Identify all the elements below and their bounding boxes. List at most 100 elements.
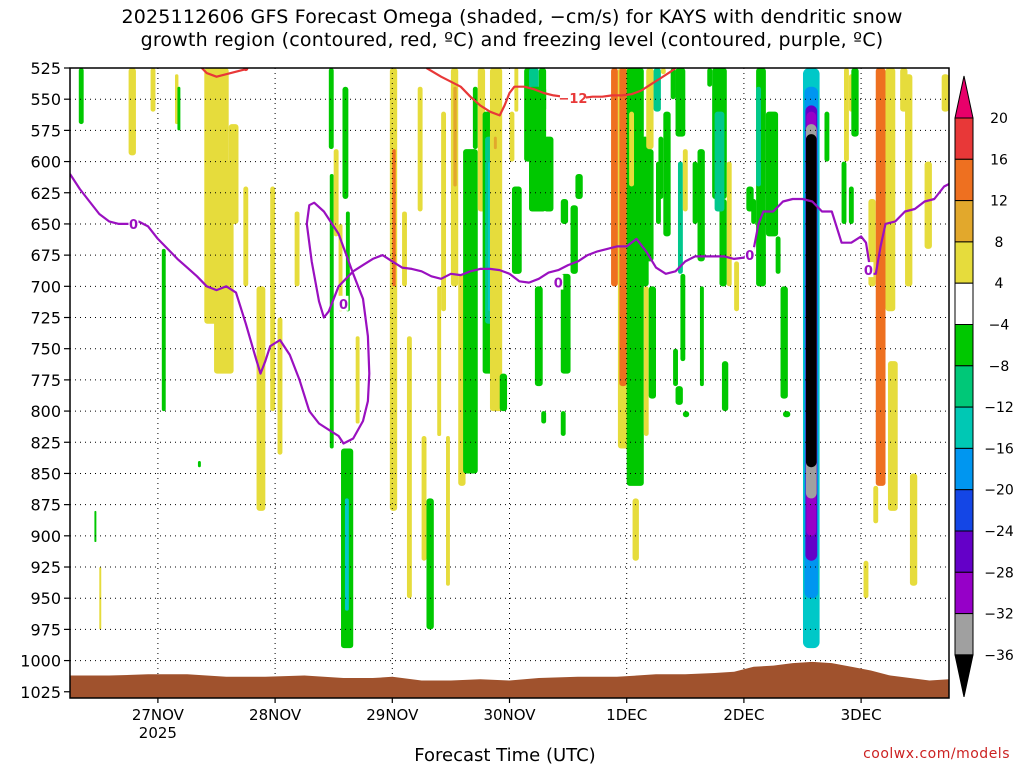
- omega-region-125: [941, 74, 949, 112]
- dgz-marker: [243, 68, 249, 72]
- omega-region-20: [338, 223, 343, 312]
- omega-region-87: [675, 386, 683, 405]
- omega-region-57: [543, 136, 554, 212]
- x-tick-label-29NOV: 29NOV: [366, 706, 419, 724]
- omega-region-46: [493, 136, 497, 150]
- omega-region-79: [670, 68, 676, 100]
- omega-region-32: [426, 498, 434, 630]
- colorbar-bin-3: [954, 200, 974, 243]
- y-tick-label-625: 625: [30, 184, 61, 203]
- colorbar-label-8: −16: [984, 441, 1014, 457]
- omega-region-78: [660, 68, 666, 75]
- omega-region-90: [697, 149, 705, 262]
- colorbar-bin-10: [954, 489, 974, 532]
- omega-region-21: [342, 86, 349, 199]
- omega-region-119: [885, 68, 896, 312]
- omega-region-111: [848, 186, 854, 224]
- freezing-level-label-4: 0: [864, 264, 873, 279]
- omega-region-102: [756, 86, 761, 187]
- omega-region-58: [560, 198, 569, 224]
- x-tick-label-30NOV: 30NOV: [483, 706, 536, 724]
- y-tick-label-900: 900: [30, 527, 61, 546]
- y-tick-label-550: 550: [30, 90, 61, 109]
- colorbar-bin-5: [954, 282, 974, 326]
- colorbar-bin-7: [954, 365, 974, 408]
- omega-region-68: [632, 498, 639, 561]
- colorbar-bin-12: [954, 571, 974, 615]
- omega-region-94: [719, 198, 727, 287]
- chart-title-line-2: growth region (contoured, red, ºC) and f…: [140, 29, 884, 51]
- colorbar-bin-14: [954, 654, 974, 698]
- omega-region-53: [529, 86, 547, 212]
- freezing-level-label-bg-3: [744, 247, 755, 263]
- omega-region-80: [658, 136, 664, 199]
- omega-region-88: [682, 411, 690, 418]
- omega-region-124: [924, 161, 932, 249]
- omega-region-110: [841, 161, 847, 224]
- omega-region-40: [472, 86, 478, 150]
- y-tick-label-675: 675: [30, 246, 61, 265]
- omega-shading: [78, 68, 949, 649]
- y-tick-label-1000: 1000: [20, 652, 61, 671]
- y-tick-label-650: 650: [30, 215, 61, 234]
- omega-region-45: [489, 68, 503, 412]
- omega-region-106: [782, 411, 791, 418]
- omega-region-61: [575, 174, 583, 199]
- freezing-level-label-3: 0: [745, 249, 754, 264]
- omega-region-19: [333, 149, 339, 237]
- omega-region-27: [392, 149, 396, 287]
- omega-region-18: [329, 174, 334, 449]
- omega-region-120: [887, 361, 898, 511]
- colorbar-label-7: −12: [984, 400, 1014, 416]
- omega-region-4: [150, 68, 156, 112]
- y-tick-label-575: 575: [30, 121, 61, 140]
- freezing-level-contour: [70, 173, 949, 445]
- y-tick-label-800: 800: [30, 402, 61, 421]
- colorbar-bin-2: [954, 158, 974, 202]
- omega-region-34: [441, 111, 447, 312]
- omega-region-81: [663, 111, 671, 237]
- omega-region-117: [875, 68, 886, 486]
- omega-region-75: [648, 286, 656, 399]
- omega-region-8: [197, 460, 201, 468]
- freezing-level-label-bg-1: [338, 295, 349, 311]
- omega-region-60: [560, 411, 566, 437]
- omega-region-65: [619, 68, 627, 387]
- colorbar-label-6: −8: [989, 359, 1010, 375]
- omega-region-83: [677, 161, 683, 274]
- freezing-level-label-bg-2: [553, 274, 564, 290]
- colorbar-bin-1: [954, 117, 974, 160]
- omega-region-114: [851, 68, 859, 137]
- omega-region-55: [534, 286, 543, 387]
- omega-region-7: [177, 86, 181, 131]
- site-credit: coolwx.com/models: [863, 746, 1010, 762]
- y-tick-label-700: 700: [30, 277, 61, 296]
- y-tick-label-725: 725: [30, 309, 61, 328]
- omega-region-74: [646, 149, 654, 262]
- omega-region-73: [643, 286, 649, 437]
- x-tick-sublabel-27NOV: 2025: [139, 724, 177, 742]
- omega-region-123: [909, 473, 918, 586]
- y-tick-label-1025: 1025: [20, 683, 61, 702]
- omega-region-92: [707, 68, 713, 87]
- chart-title-line-1: 2025112606 GFS Forecast Omega (shaded, −…: [121, 6, 903, 28]
- chart-title: 2025112606 GFS Forecast Omega (shaded, −…: [0, 6, 1024, 52]
- omega-region-112: [844, 68, 849, 162]
- colorbar-label-11: −28: [984, 565, 1014, 581]
- x-tick-label-1DEC: 1DEC: [606, 706, 647, 724]
- colorbar-bin-0: [954, 75, 974, 119]
- freezing-level-label-0: 0: [129, 218, 138, 233]
- omega-region-5: [161, 248, 166, 412]
- dgz-label-0: −12: [558, 92, 587, 107]
- dgz-contour-b: [425, 68, 677, 117]
- colorbar-label-2: 12: [990, 194, 1008, 210]
- omega-region-54: [538, 68, 547, 112]
- omega-region-70: [629, 111, 635, 187]
- omega-region-12: [243, 186, 249, 287]
- omega-region-86: [682, 149, 688, 212]
- y-tick-label-850: 850: [30, 464, 61, 483]
- y-tick-label-825: 825: [30, 433, 61, 452]
- omega-region-28: [402, 211, 407, 287]
- grid-lines: [70, 68, 949, 698]
